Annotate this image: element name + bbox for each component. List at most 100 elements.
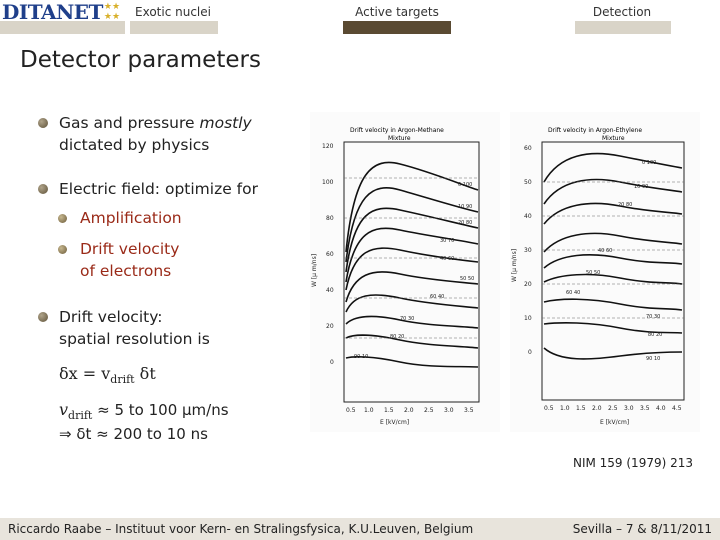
- curve: [543, 254, 683, 269]
- sub-bullet-icon: [58, 214, 67, 223]
- curve-label: 50 50: [460, 276, 474, 282]
- ditanet-logo: DITANET ★★ ★★: [2, 1, 120, 23]
- x-axis-label: E [kV/cm]: [600, 419, 629, 426]
- drift-curves: [345, 161, 479, 368]
- curve: [345, 271, 479, 303]
- footer-author: Riccardo Raabe – Instituut voor Kern- en…: [8, 522, 474, 536]
- curve-label: 60 40: [430, 294, 444, 300]
- curve: [345, 356, 479, 368]
- x-tick: 3.0: [624, 405, 634, 412]
- bullet-text-cont: dictated by physics: [59, 136, 210, 154]
- curve-label: 90 10: [354, 354, 368, 360]
- figure-title: Drift velocity in Argon-Methane: [350, 127, 444, 134]
- y-tick: 100: [322, 179, 334, 186]
- x-tick: 1.0: [560, 405, 570, 412]
- y-axis-label: W [μ m/ns]: [311, 254, 318, 287]
- curve: [345, 207, 479, 273]
- x-tick: 0.5: [544, 405, 554, 412]
- curve: [345, 315, 479, 329]
- curve-label: 20 80: [458, 220, 472, 226]
- tab-exotic-nuclei[interactable]: Exotic nuclei: [128, 5, 218, 19]
- sub-bullet-text: Drift velocity: [80, 240, 180, 258]
- formula-part: δx = v: [59, 364, 111, 383]
- curve-label: 20 80: [618, 202, 632, 208]
- curve: [345, 161, 479, 253]
- figure-argon-ethylene: Drift velocity in Argon-Ethylene Mixture…: [510, 112, 700, 432]
- curve: [345, 334, 479, 349]
- curve-label: 70 30: [646, 314, 660, 320]
- drift-curves: [543, 152, 683, 360]
- figure-argon-methane-plot: Drift velocity in Argon-Methane Mixture …: [311, 127, 480, 426]
- x-tick: 2.5: [424, 407, 434, 414]
- bullet-icon: [38, 312, 48, 322]
- emphasis-text: mostly: [199, 114, 252, 132]
- tab-label: Active targets: [355, 5, 439, 19]
- formula-resolution: δx = vdrift δt: [59, 364, 156, 386]
- formula-part: v: [59, 400, 69, 419]
- slide-title: Detector parameters: [20, 47, 261, 73]
- y-tick: 80: [326, 215, 334, 222]
- y-tick: 120: [322, 143, 334, 150]
- curve-label: 10 90: [458, 204, 472, 210]
- bullet-icon: [38, 184, 48, 194]
- x-tick: 2.5: [608, 405, 618, 412]
- logo-text: DITANET: [2, 0, 103, 24]
- footer-bar: [0, 518, 720, 540]
- figure-reference: NIM 159 (1979) 213: [572, 456, 693, 470]
- y-tick: 40: [326, 287, 334, 294]
- curve: [345, 187, 479, 263]
- curve-label: 10 90: [634, 184, 648, 190]
- figure-argon-ethylene-plot: Drift velocity in Argon-Ethylene Mixture…: [511, 127, 685, 426]
- tab-label: Exotic nuclei: [135, 5, 211, 19]
- formula-velocity-range: vdrift ≈ 5 to 100 μm/ns: [59, 400, 229, 422]
- x-axis-label: E [kV/cm]: [380, 419, 409, 426]
- curve-label: 60 40: [566, 290, 580, 296]
- bullet-text: Electric field: optimize for: [59, 180, 258, 198]
- x-tick: 1.5: [576, 405, 586, 412]
- curve-label: 70 30: [400, 316, 414, 322]
- figure-argon-methane: Drift velocity in Argon-Methane Mixture …: [310, 112, 500, 432]
- x-tick: 2.0: [592, 405, 602, 412]
- y-tick: 20: [326, 323, 334, 330]
- eu-stars-icon: ★★ ★★: [103, 2, 121, 22]
- tab-active-targets[interactable]: Active targets: [342, 5, 452, 19]
- figure-subtitle: Mixture: [388, 135, 411, 142]
- figure-title: Drift velocity in Argon-Ethylene: [548, 127, 642, 134]
- curve: [543, 273, 683, 285]
- plot-frame: [343, 141, 480, 403]
- curve-label: 80 20: [648, 332, 662, 338]
- tab-label: Detection: [592, 5, 652, 19]
- curve-label: 50 50: [586, 270, 600, 276]
- curve: [543, 232, 683, 253]
- y-tick: 0: [330, 359, 334, 366]
- footer-date: Sevilla – 7 & 8/11/2011: [572, 522, 712, 536]
- tab-exotic-nuclei-bar[interactable]: [130, 21, 218, 34]
- curve-label: 40 60: [440, 256, 454, 262]
- curve: [543, 152, 683, 183]
- formula-part: δt: [134, 364, 156, 383]
- curve: [543, 322, 683, 334]
- tab-detection-bar[interactable]: [575, 21, 671, 34]
- x-tick: 3.5: [640, 405, 650, 412]
- formula-time-range: ⇒ δt ≈ 200 to 10 ns: [59, 424, 208, 443]
- curve: [543, 202, 683, 225]
- formula-part: ≈ 5 to 100 μm/ns: [92, 401, 229, 419]
- y-tick: 20: [524, 281, 532, 288]
- bullet-text: Gas and pressure: [59, 114, 200, 132]
- curve: [543, 298, 683, 311]
- formula-part: ⇒ δt ≈ 200 to 10 ns: [59, 425, 208, 443]
- formula-subscript: drift: [68, 409, 93, 423]
- y-tick: 60: [524, 145, 532, 152]
- curve: [345, 247, 479, 291]
- tab-detection[interactable]: Detection: [572, 5, 672, 19]
- sub-bullet-text: Amplification: [80, 209, 182, 227]
- x-tick: 1.0: [364, 407, 374, 414]
- bullet-text-cont: spatial resolution is: [59, 330, 210, 348]
- y-tick: 40: [524, 213, 532, 220]
- curve: [345, 294, 479, 313]
- tab-active-targets-bar[interactable]: [343, 21, 451, 34]
- y-tick: 0: [528, 349, 532, 356]
- formula-subscript: drift: [110, 373, 135, 387]
- bullet-text: Drift velocity:: [59, 308, 163, 326]
- y-tick: 30: [524, 247, 532, 254]
